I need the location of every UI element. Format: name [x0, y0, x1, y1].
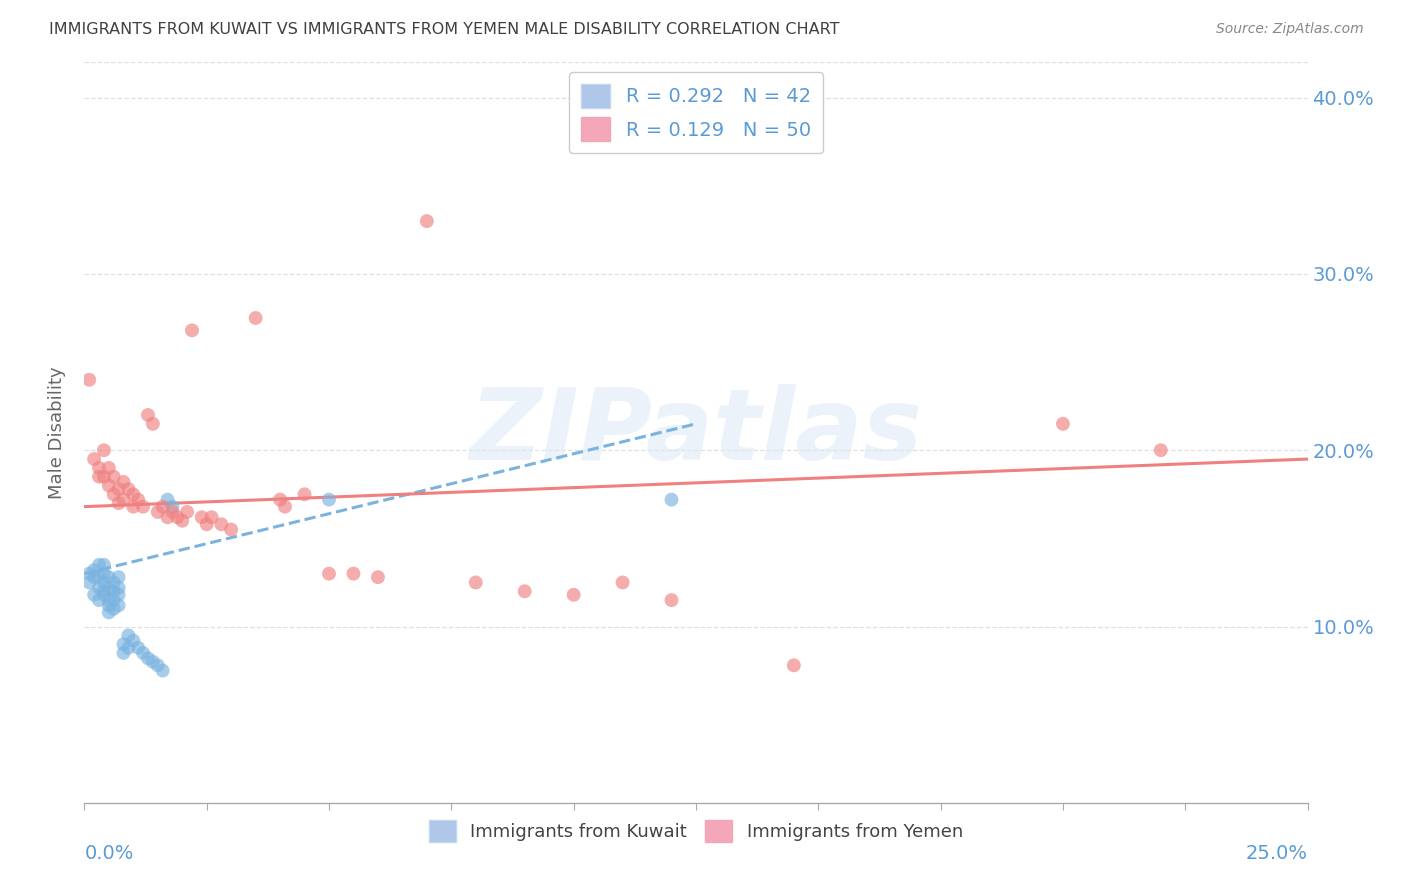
Point — [97, 593, 120, 607]
Point — [416, 214, 439, 228]
Point — [112, 637, 135, 651]
Point — [1052, 417, 1074, 431]
Point — [107, 496, 129, 510]
Text: Source: ZipAtlas.com: Source: ZipAtlas.com — [1216, 22, 1364, 37]
Point — [83, 588, 105, 602]
Point — [612, 575, 634, 590]
Point — [77, 373, 100, 387]
Point — [87, 581, 110, 595]
Point — [97, 478, 120, 492]
Point — [136, 651, 159, 665]
Point — [122, 500, 145, 514]
Point — [367, 570, 389, 584]
Point — [181, 323, 204, 337]
Point — [1150, 443, 1173, 458]
Point — [93, 443, 115, 458]
Point — [269, 492, 291, 507]
Point — [166, 510, 188, 524]
Point — [77, 566, 100, 581]
Point — [132, 646, 155, 660]
Point — [112, 646, 135, 660]
Point — [513, 584, 536, 599]
Point — [783, 658, 806, 673]
Point — [97, 606, 120, 620]
Point — [342, 566, 364, 581]
Point — [107, 581, 129, 595]
Point — [93, 566, 115, 581]
Point — [103, 602, 125, 616]
Point — [136, 408, 159, 422]
Text: ZIPatlas: ZIPatlas — [470, 384, 922, 481]
Point — [117, 482, 139, 496]
Point — [97, 461, 120, 475]
Point — [122, 633, 145, 648]
Point — [162, 500, 184, 514]
Point — [195, 517, 218, 532]
Point — [661, 492, 683, 507]
Point — [93, 469, 115, 483]
Point — [142, 417, 165, 431]
Point — [209, 517, 232, 532]
Point — [200, 510, 222, 524]
Point — [93, 588, 115, 602]
Point — [127, 640, 149, 655]
Point — [156, 492, 179, 507]
Point — [562, 588, 585, 602]
Point — [93, 558, 115, 572]
Point — [142, 655, 165, 669]
Point — [112, 475, 135, 489]
Point — [245, 311, 267, 326]
Point — [274, 500, 297, 514]
Point — [122, 487, 145, 501]
Point — [97, 570, 120, 584]
Point — [191, 510, 214, 524]
Point — [156, 510, 179, 524]
Point — [152, 664, 174, 678]
Point — [103, 487, 125, 501]
Point — [464, 575, 486, 590]
Point — [93, 575, 115, 590]
Point — [103, 575, 125, 590]
Point — [176, 505, 198, 519]
Point — [127, 492, 149, 507]
Point — [146, 505, 169, 519]
Text: 0.0%: 0.0% — [84, 844, 134, 863]
Point — [103, 593, 125, 607]
Point — [132, 500, 155, 514]
Point — [83, 452, 105, 467]
Point — [87, 558, 110, 572]
Point — [93, 584, 115, 599]
Point — [103, 469, 125, 483]
Point — [117, 640, 139, 655]
Point — [112, 492, 135, 507]
Legend: Immigrants from Kuwait, Immigrants from Yemen: Immigrants from Kuwait, Immigrants from … — [422, 813, 970, 849]
Point — [162, 505, 184, 519]
Text: IMMIGRANTS FROM KUWAIT VS IMMIGRANTS FROM YEMEN MALE DISABILITY CORRELATION CHAR: IMMIGRANTS FROM KUWAIT VS IMMIGRANTS FRO… — [49, 22, 839, 37]
Point — [87, 461, 110, 475]
Point — [103, 584, 125, 599]
Point — [87, 593, 110, 607]
Point — [97, 599, 120, 613]
Point — [117, 628, 139, 642]
Point — [77, 575, 100, 590]
Y-axis label: Male Disability: Male Disability — [48, 367, 66, 499]
Point — [87, 570, 110, 584]
Point — [83, 563, 105, 577]
Point — [97, 581, 120, 595]
Point — [152, 500, 174, 514]
Point — [661, 593, 683, 607]
Point — [172, 514, 194, 528]
Point — [107, 570, 129, 584]
Point — [107, 482, 129, 496]
Text: 25.0%: 25.0% — [1246, 844, 1308, 863]
Point — [87, 469, 110, 483]
Point — [294, 487, 316, 501]
Point — [107, 588, 129, 602]
Point — [318, 492, 340, 507]
Point — [318, 566, 340, 581]
Point — [146, 658, 169, 673]
Point — [83, 570, 105, 584]
Point — [219, 523, 242, 537]
Point — [107, 599, 129, 613]
